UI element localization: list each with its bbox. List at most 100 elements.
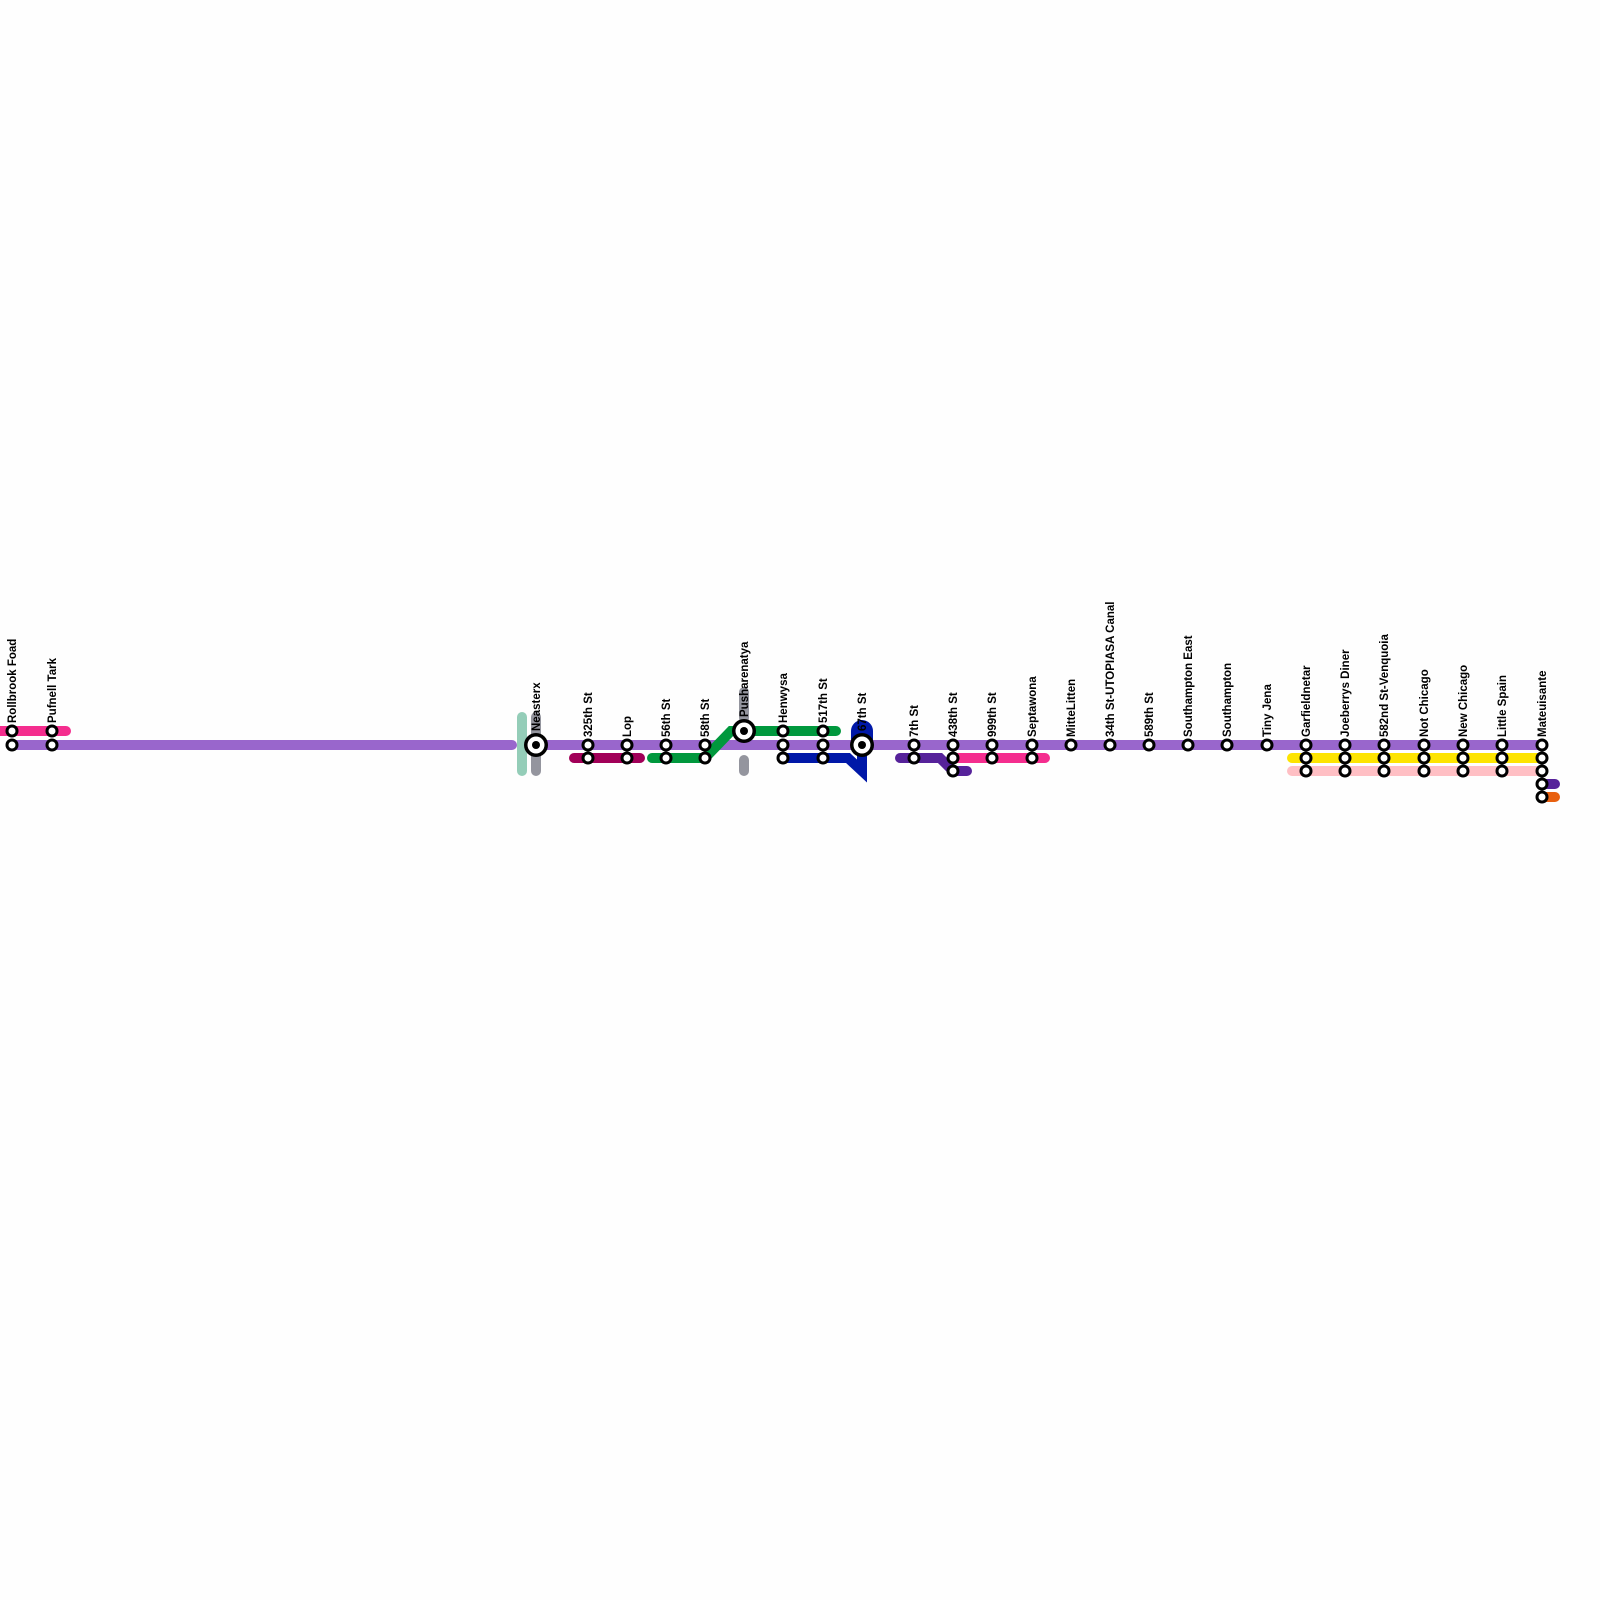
station-label: New Chicago [1458,665,1470,737]
station-67th-st[interactable] [850,733,874,757]
station-stop-icon [907,751,921,765]
station-stop-icon [1417,764,1431,778]
station-garfieldnetar[interactable] [1299,738,1313,778]
station-stop-icon [1495,764,1509,778]
station-stop-icon [5,724,19,738]
station-stop-icon [1535,790,1549,804]
station-58th-st[interactable] [698,738,712,765]
station-stop-icon [816,738,830,752]
station-stop-icon [946,738,960,752]
station-stop-icon [816,724,830,738]
station-label: 589th St [1144,692,1156,737]
station-stop-icon [1495,751,1509,765]
station-label: Tiny Jena [1262,684,1274,737]
station-lop[interactable] [620,738,634,765]
station-stop-icon [1103,738,1117,752]
station-label: Septawona [1027,676,1039,737]
station-stop-icon [1299,751,1313,765]
station-label: 582nd St-Venquoia [1379,634,1391,737]
station-stop-icon [698,738,712,752]
station-stop-icon [1220,738,1234,752]
station-neasterx[interactable] [524,733,548,757]
station-label: MitteLitten [1066,679,1078,737]
station-stop-icon [1025,751,1039,765]
station-label: Garfieldnetar [1301,665,1313,737]
station-new-chicago[interactable] [1456,738,1470,778]
station-label: 56th St [661,698,673,737]
station-stop-icon [985,738,999,752]
station-stop-icon [816,751,830,765]
station-stop-icon [1456,738,1470,752]
station-stop-icon [1495,738,1509,752]
station-label: Southampton East [1183,635,1195,737]
station-not-chicago[interactable] [1417,738,1431,778]
station-label: 999th St [987,692,999,737]
station-label: 7th St [909,705,921,737]
station-438th-st[interactable] [946,738,960,778]
station-517th-st[interactable] [816,724,830,765]
station-label: 34th St-UTOPIASA Canal [1105,602,1117,737]
station-582nd-st-venquoia[interactable] [1377,738,1391,778]
station-stop-icon [1025,738,1039,752]
station-stop-icon [620,751,634,765]
station-label: Lop [622,716,634,737]
station-southampton[interactable] [1220,738,1234,752]
station-pufnell-tark[interactable] [45,724,59,752]
station-label: 517th St [818,678,830,723]
station-stop-icon [698,751,712,765]
station-34th-st-utopiasa-canal[interactable] [1103,738,1117,752]
station-henwysa[interactable] [776,724,790,765]
station-stop-icon [45,738,59,752]
station-label: Henwysa [778,673,790,723]
station-label: Pusharenatya [739,641,751,717]
station-stop-icon [1377,764,1391,778]
station-label: Mateuisante [1537,671,1549,737]
station-stop-icon [581,738,595,752]
station-septawona[interactable] [1025,738,1039,765]
station-label: Neasterx [531,682,543,731]
station-joeberrys-diner[interactable] [1338,738,1352,778]
station-stop-icon [1535,777,1549,791]
station-label: Pufnell Tark [47,657,59,723]
station-mateuisante[interactable] [1535,738,1549,804]
station-stop-icon [1535,738,1549,752]
station-stop-icon [776,724,790,738]
station-stop-icon [1338,738,1352,752]
station-stop-icon [1181,738,1195,752]
station-stop-icon [1299,738,1313,752]
station-stop-icon [659,751,673,765]
station-999th-st[interactable] [985,738,999,765]
station-label: 58th St [700,698,712,737]
station-labels: Rollbrook Foad Pufnell Tark Neasterx 325th … [7,602,1549,737]
station-stop-icon [1456,751,1470,765]
station-stop-icon [1535,751,1549,765]
station-325th-st[interactable] [581,738,595,765]
station-589th-st[interactable] [1142,738,1156,752]
station-7th-st[interactable] [907,738,921,765]
station-56th-st[interactable] [659,738,673,765]
station-stop-icon [1377,738,1391,752]
station-stop-icon [946,751,960,765]
station-label: Rollbrook Foad [7,639,19,723]
station-mittelitten[interactable] [1064,738,1078,752]
station-tiny-jena[interactable] [1260,738,1274,752]
station-stop-icon [1417,751,1431,765]
station-stop-icon [907,738,921,752]
station-label: 67th St [857,692,869,731]
station-little-spain[interactable] [1495,738,1509,778]
station-stop-icon [776,738,790,752]
station-rollbrook-foad[interactable] [5,724,19,752]
station-stop-icon [1260,738,1274,752]
station-label: 438th St [948,692,960,737]
station-stop-icon [1299,764,1313,778]
station-stop-icon [1064,738,1078,752]
station-pusharenatya[interactable] [732,719,756,743]
station-label: Not Chicago [1419,669,1431,737]
station-stop-icon [1142,738,1156,752]
station-stop-icon [1377,751,1391,765]
station-stop-icon [1456,764,1470,778]
station-southampton-east[interactable] [1181,738,1195,752]
station-stop-icon [1417,738,1431,752]
station-stop-icon [985,751,999,765]
